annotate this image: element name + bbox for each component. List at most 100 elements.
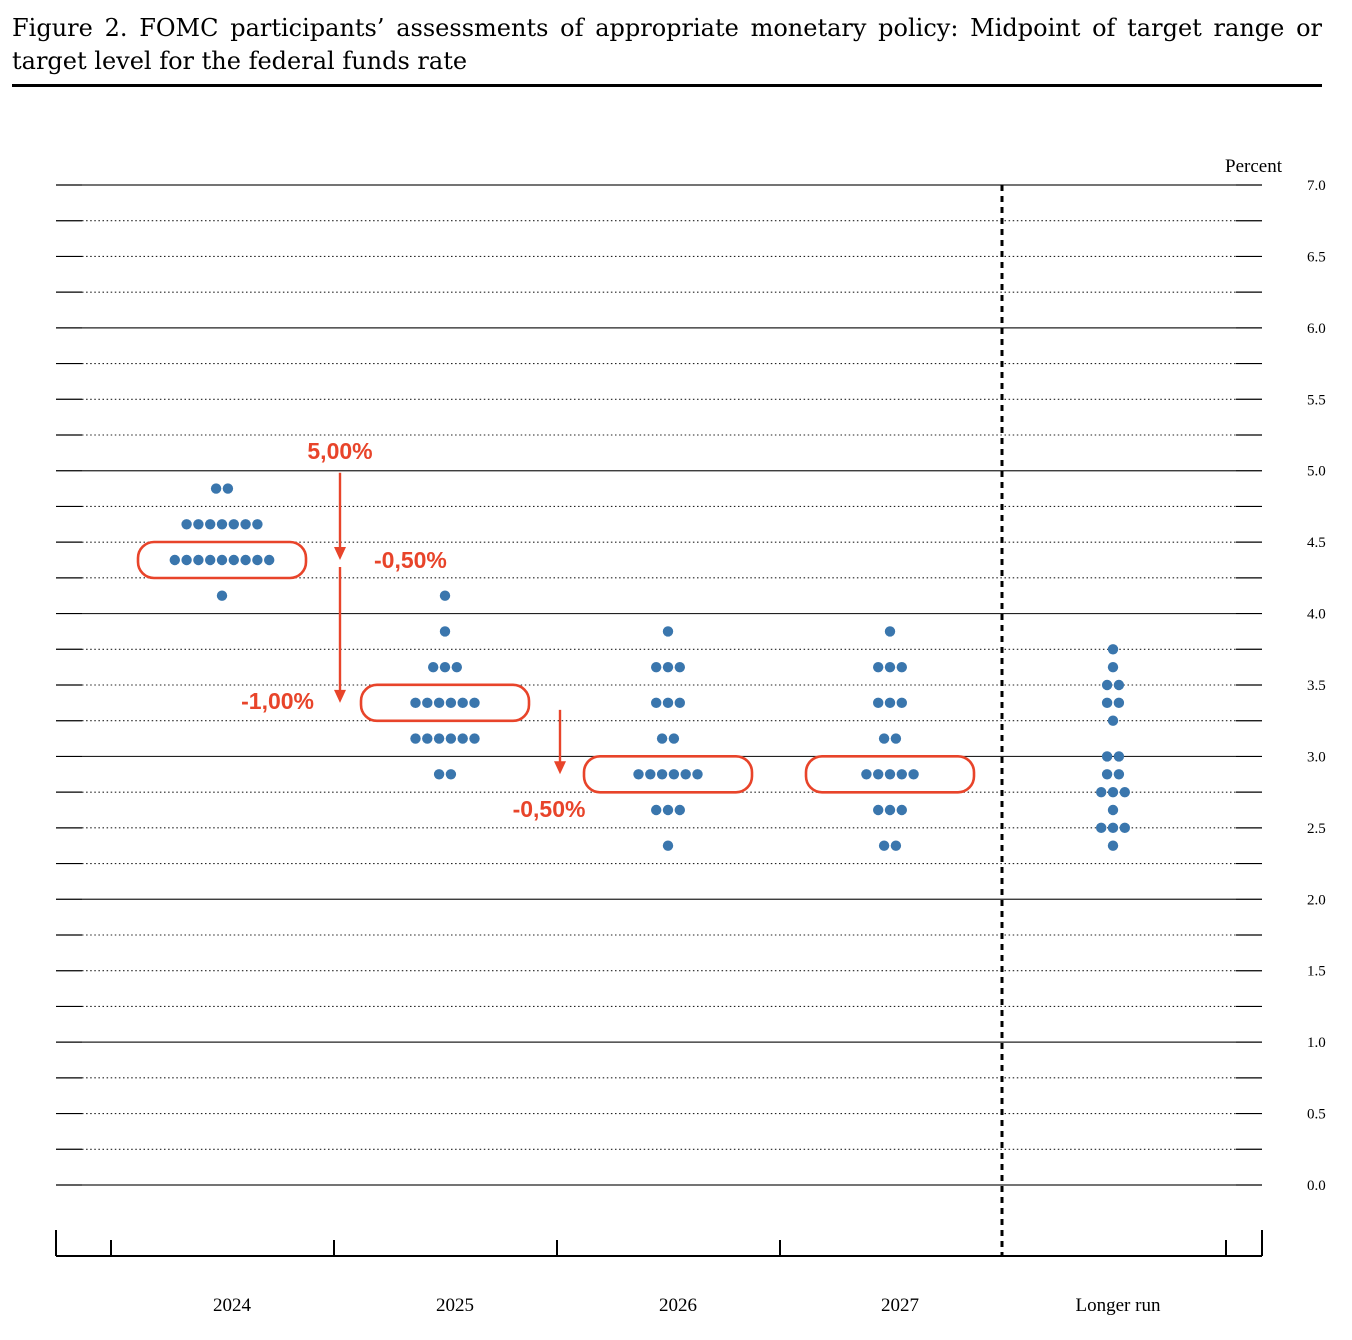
participant-dot	[662, 804, 674, 816]
participant-dot	[422, 697, 433, 709]
change-arrows	[334, 472, 566, 775]
y-tick-label: 4.0	[1307, 607, 1326, 623]
y-tick-label: 0.5	[1307, 1107, 1326, 1123]
participant-dot	[674, 804, 685, 816]
participant-dot	[908, 769, 919, 780]
participant-dot	[445, 733, 457, 744]
participant-dot	[433, 697, 445, 709]
change-arrow-head	[334, 547, 346, 560]
y-tick-label: 2.5	[1307, 821, 1326, 837]
participant-dot	[878, 733, 890, 744]
participant-dot	[674, 697, 685, 709]
highlight-box	[136, 540, 308, 580]
participant-dot	[884, 769, 896, 780]
participant-dot	[457, 697, 468, 709]
participant-dot	[222, 483, 234, 494]
participant-dot	[878, 840, 890, 851]
y-tick-label: 1.5	[1307, 964, 1326, 980]
change-arrow-head	[554, 761, 566, 775]
participant-dot	[656, 769, 668, 780]
participant-dot	[896, 769, 907, 780]
participant-dot	[1101, 679, 1113, 691]
participant-dot	[873, 769, 884, 780]
y-tick-label: 0.0	[1307, 1178, 1326, 1194]
participant-dot	[662, 626, 674, 637]
participant-dot	[228, 519, 239, 530]
participant-dot	[439, 661, 451, 673]
participant-dot	[445, 697, 457, 709]
participant-dot	[692, 769, 703, 780]
change-label: -1,00%	[241, 688, 314, 714]
participant-dot	[873, 804, 884, 816]
participant-dot	[422, 733, 433, 744]
participant-dot	[662, 661, 674, 673]
y-axis-label: Percent	[1225, 156, 1283, 177]
y-tick-label: 3.5	[1307, 678, 1326, 694]
participant-dot	[884, 626, 896, 637]
participant-dot	[884, 804, 896, 816]
participant-dot	[240, 519, 251, 530]
participant-dot	[439, 626, 451, 637]
participant-dot	[645, 769, 656, 780]
participant-dot	[410, 733, 421, 744]
participant-dot	[252, 519, 263, 530]
x-category-label: 2026	[659, 1295, 697, 1316]
participant-dot	[896, 661, 907, 673]
participant-dot	[1119, 822, 1131, 834]
participant-dot	[884, 697, 896, 709]
participant-dot	[662, 840, 674, 851]
participant-dot	[651, 804, 662, 816]
participant-dot	[252, 554, 263, 566]
y-tick-label: 1.0	[1307, 1035, 1326, 1051]
participant-dot	[1113, 697, 1125, 709]
participant-dot	[216, 590, 228, 601]
participant-dot	[469, 733, 480, 744]
participant-dot	[1107, 804, 1119, 816]
participant-dot	[1107, 840, 1119, 851]
participant-dot	[1107, 715, 1119, 726]
gridlines	[56, 184, 1262, 1186]
participant-dot	[873, 661, 884, 673]
change-labels: 5,00% -1,00% -0,50% -0,50%	[241, 438, 585, 822]
participant-dot	[861, 769, 872, 780]
participant-dot	[205, 554, 216, 566]
x-axis	[55, 1230, 1263, 1257]
participant-dot	[674, 661, 685, 673]
participant-dot	[1107, 661, 1119, 673]
change-label: -0,50%	[374, 547, 447, 573]
highlight-boxes	[136, 540, 976, 794]
participant-dot	[1101, 769, 1113, 780]
figure-title: Figure 2. FOMC participants’ assessments…	[12, 14, 1322, 75]
participant-dot	[1113, 751, 1125, 762]
highlight-box	[582, 754, 754, 794]
participant-dot	[240, 554, 251, 566]
participant-dot	[445, 769, 457, 780]
participant-dot	[428, 661, 439, 673]
participant-dot	[433, 733, 445, 744]
participant-dot	[873, 697, 884, 709]
participant-dot	[1107, 786, 1119, 798]
participant-dot	[457, 733, 468, 744]
participant-dot	[228, 554, 239, 566]
participant-dot	[216, 519, 228, 530]
y-tick-label: 6.5	[1307, 249, 1326, 265]
participant-dot	[651, 697, 662, 709]
participant-dot	[668, 769, 680, 780]
participant-dot	[1101, 697, 1113, 709]
x-category-label: 2027	[881, 1295, 919, 1316]
x-category-label: 2025	[436, 1295, 474, 1316]
participant-dot	[1101, 751, 1113, 762]
y-tick-label: 2.0	[1307, 892, 1326, 908]
participant-dot	[1096, 822, 1107, 834]
participant-dot	[884, 661, 896, 673]
participant-dot	[651, 661, 662, 673]
participant-dot	[193, 519, 204, 530]
participant-dot	[210, 483, 222, 494]
y-tick-label: 3.0	[1307, 749, 1326, 765]
change-arrow-head	[334, 689, 346, 703]
participant-dots	[169, 483, 1131, 851]
participant-dot	[169, 554, 180, 566]
participant-dot	[1119, 786, 1131, 798]
participant-dot	[1113, 679, 1125, 691]
